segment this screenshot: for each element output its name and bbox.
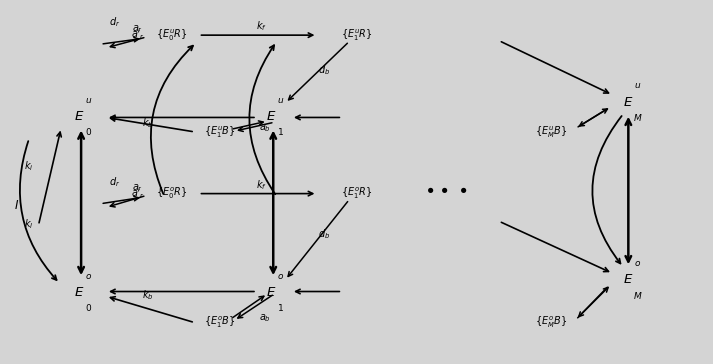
Text: $o$: $o$ <box>634 259 641 268</box>
Text: $d_b$: $d_b$ <box>319 63 331 77</box>
Text: $E$: $E$ <box>266 110 276 123</box>
Text: $E$: $E$ <box>74 286 84 299</box>
Text: $k_b$: $k_b$ <box>142 116 154 130</box>
Text: $\{E_1^u B\}$: $\{E_1^u B\}$ <box>204 124 235 140</box>
Text: $d_b$: $d_b$ <box>319 227 331 241</box>
Text: $o$: $o$ <box>85 272 92 281</box>
Text: $d_r$: $d_r$ <box>109 16 120 29</box>
Text: $k_f$: $k_f$ <box>257 178 267 192</box>
Text: $\{E_1^o B\}$: $\{E_1^o B\}$ <box>204 315 235 331</box>
Text: $E$: $E$ <box>266 286 276 299</box>
Text: $M$: $M$ <box>633 290 642 301</box>
Text: $a_b$: $a_b$ <box>260 122 272 134</box>
Text: $a'_r$: $a'_r$ <box>131 28 145 41</box>
Text: $\{E_M^o B\}$: $\{E_M^o B\}$ <box>535 315 567 331</box>
Text: $\{E_0^u R\}$: $\{E_0^u R\}$ <box>155 27 188 43</box>
Text: $k_l$: $k_l$ <box>24 217 34 231</box>
Text: $\{E_1^u R\}$: $\{E_1^u R\}$ <box>341 27 372 43</box>
Text: $k_b$: $k_b$ <box>142 288 154 302</box>
Text: $a_r$: $a_r$ <box>133 182 143 194</box>
Text: $\bullet\bullet\bullet$: $\bullet\bullet\bullet$ <box>424 180 467 198</box>
Text: $\{E_1^o R\}$: $\{E_1^o R\}$ <box>341 186 372 201</box>
Text: $u$: $u$ <box>634 82 641 90</box>
Text: $1$: $1$ <box>277 302 284 313</box>
Text: $E$: $E$ <box>623 96 634 109</box>
Text: $I$: $I$ <box>14 199 19 212</box>
Text: $k_f$: $k_f$ <box>257 19 267 33</box>
Text: $0$: $0$ <box>85 126 92 138</box>
Text: $\{E_M^u B\}$: $\{E_M^u B\}$ <box>535 124 567 140</box>
Text: $\{E_0^o R\}$: $\{E_0^o R\}$ <box>155 186 188 201</box>
Text: $0$: $0$ <box>85 302 92 313</box>
Text: $u$: $u$ <box>277 96 284 105</box>
Text: $E$: $E$ <box>623 273 634 286</box>
Text: $1$: $1$ <box>277 126 284 138</box>
Text: $a'_r$: $a'_r$ <box>131 187 145 201</box>
Text: $o$: $o$ <box>277 272 284 281</box>
Text: $u$: $u$ <box>85 96 92 105</box>
Text: $k_i$: $k_i$ <box>24 159 34 173</box>
Text: $M$: $M$ <box>633 112 642 123</box>
Text: $E$: $E$ <box>74 110 84 123</box>
Text: $a_r$: $a_r$ <box>133 23 143 35</box>
Text: $a_b$: $a_b$ <box>260 312 272 324</box>
Text: $d_r$: $d_r$ <box>109 175 120 189</box>
